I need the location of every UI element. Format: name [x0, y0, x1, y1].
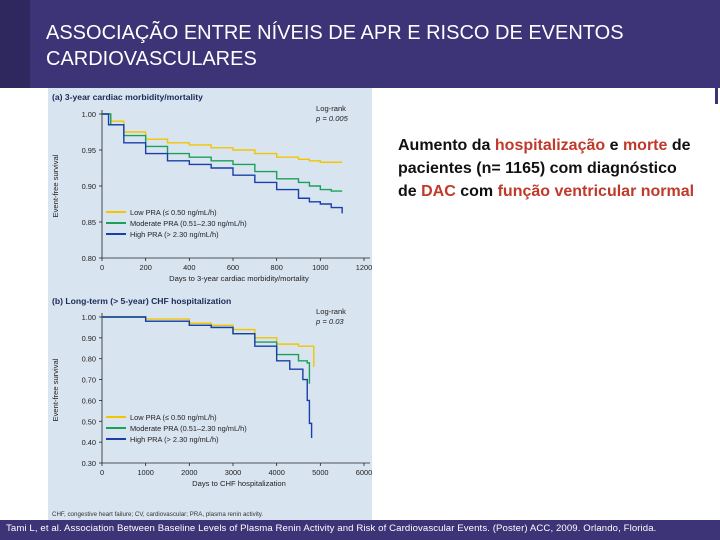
panel2-y-axis-label: Event-free survival: [51, 358, 60, 421]
panel2-y-tick-label: 1.00: [82, 313, 96, 322]
panel2-legend-label: Low PRA (≤ 0.50 ng/mL/h): [130, 413, 217, 422]
panel2-x-tick-label: 3000: [225, 468, 241, 477]
panel2-x-tick-label: 6000: [356, 468, 372, 477]
slide-description: Aumento da hospitalização e morte de pac…: [398, 134, 698, 203]
panel1-y-tick-label: 1.00: [82, 110, 96, 119]
panel1-x-tick-label: 600: [227, 263, 239, 272]
panel2-y-tick-label: 0.70: [82, 376, 96, 385]
panel1-x-tick-label: 0: [100, 263, 104, 272]
panel1-y-tick-label: 0.90: [82, 182, 96, 191]
desc-highlight-death: morte: [622, 137, 668, 154]
panel2-annotation-pvalue: p = 0.03: [315, 317, 344, 326]
panel1-legend-label: Low PRA (≤ 0.50 ng/mL/h): [130, 208, 217, 217]
desc-highlight-cad: DAC: [421, 183, 456, 200]
panel2-y-tick-label: 0.60: [82, 396, 96, 405]
survival-figure: (a) 3-year cardiac morbidity/mortality 0.…: [48, 88, 372, 522]
panel1-x-tick-label: 800: [270, 263, 282, 272]
panel1-series-2-line: [102, 113, 343, 192]
title-bar-edge: [715, 88, 718, 104]
panel1-y-tick-label: 0.85: [82, 218, 96, 227]
title-bar: ASSOCIAÇÃO ENTRE NÍVEIS DE APR E RISCO D…: [0, 0, 720, 88]
panel1-x-tick-label: 200: [139, 263, 151, 272]
panel1-title: (a) 3-year cardiac morbidity/mortality: [52, 92, 203, 102]
panel2-series-2-line: [102, 316, 311, 384]
panel1-legend-label: High PRA (> 2.30 ng/mL/h): [130, 230, 219, 239]
survival-charts: (a) 3-year cardiac morbidity/mortality 0.…: [51, 92, 372, 518]
panel1-x-tick-label: 400: [183, 263, 195, 272]
footer-bar: Tami L, et al. Association Between Basel…: [0, 520, 720, 540]
panel2-annotation-title: Log-rank: [316, 307, 346, 316]
panel1-y-tick-label: 0.80: [82, 254, 96, 263]
panel2-series-3-line: [102, 316, 313, 438]
panel1-x-tick-label: 1000: [312, 263, 328, 272]
citation: Tami L, et al. Association Between Basel…: [6, 523, 657, 534]
panel2-x-tick-label: 1000: [137, 468, 153, 477]
panel2-series-1-line: [102, 316, 315, 368]
panel1-x-axis-label: Days to 3-year cardiac morbidity/mortali…: [169, 274, 309, 283]
figure-footnote: CHF, congestive heart failure; CV, cardi…: [52, 511, 263, 518]
panel2-x-tick-label: 4000: [268, 468, 284, 477]
desc-text-3: de pacientes (n= 1165) com diagnóstico d…: [398, 137, 691, 200]
panel1-x-tick-label: 1200: [356, 263, 372, 272]
panel2-x-tick-label: 5000: [312, 468, 328, 477]
panel2-legend-label: High PRA (> 2.30 ng/mL/h): [130, 435, 219, 444]
desc-text-4: com: [455, 183, 498, 200]
panel2-legend-label: Moderate PRA (0.51–2.30 ng/mL/h): [130, 424, 247, 433]
panel2-x-tick-label: 0: [100, 468, 104, 477]
desc-highlight-ventricular-function: função ventricular normal: [497, 183, 695, 200]
panel2-x-axis-label: Days to CHF hospitalization: [192, 479, 286, 488]
panel1-series-1-line: [102, 113, 343, 163]
panel1-annotation-pvalue: p = 0.005: [315, 114, 349, 123]
panel2-y-tick-label: 0.80: [82, 355, 96, 364]
panel1-annotation-title: Log-rank: [316, 104, 346, 113]
panel1-legend-label: Moderate PRA (0.51–2.30 ng/mL/h): [130, 219, 247, 228]
desc-highlight-hospitalization: hospitalização: [494, 137, 606, 154]
panel1-series-3-line: [102, 113, 343, 214]
desc-text-1: Aumento da: [398, 137, 495, 154]
slide-title: ASSOCIAÇÃO ENTRE NÍVEIS DE APR E RISCO D…: [46, 22, 624, 70]
title-bar-stripe: [0, 0, 30, 88]
panel1-y-tick-label: 0.95: [82, 146, 96, 155]
desc-text-2: e: [605, 137, 623, 154]
panel2-y-tick-label: 0.90: [82, 334, 96, 343]
panel2-y-tick-label: 0.30: [82, 459, 96, 468]
panel2-y-tick-label: 0.50: [82, 417, 96, 426]
panel2-title: (b) Long-term (> 5-year) CHF hospitaliza…: [52, 296, 231, 306]
panel1-y-axis-label: Event-free survival: [51, 154, 60, 217]
panel2-x-tick-label: 2000: [181, 468, 197, 477]
panel2-y-tick-label: 0.40: [82, 438, 96, 447]
